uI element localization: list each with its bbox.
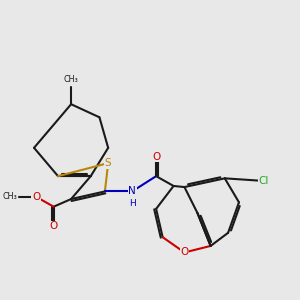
Text: O: O [152,152,160,161]
Text: O: O [180,248,189,257]
Text: Cl: Cl [259,176,269,185]
Text: O: O [32,192,41,202]
Text: O: O [50,221,58,231]
Text: CH₃: CH₃ [2,192,17,201]
Text: N: N [128,186,136,197]
Text: CH₃: CH₃ [64,74,79,83]
Text: H: H [129,199,136,208]
Text: S: S [105,158,112,168]
